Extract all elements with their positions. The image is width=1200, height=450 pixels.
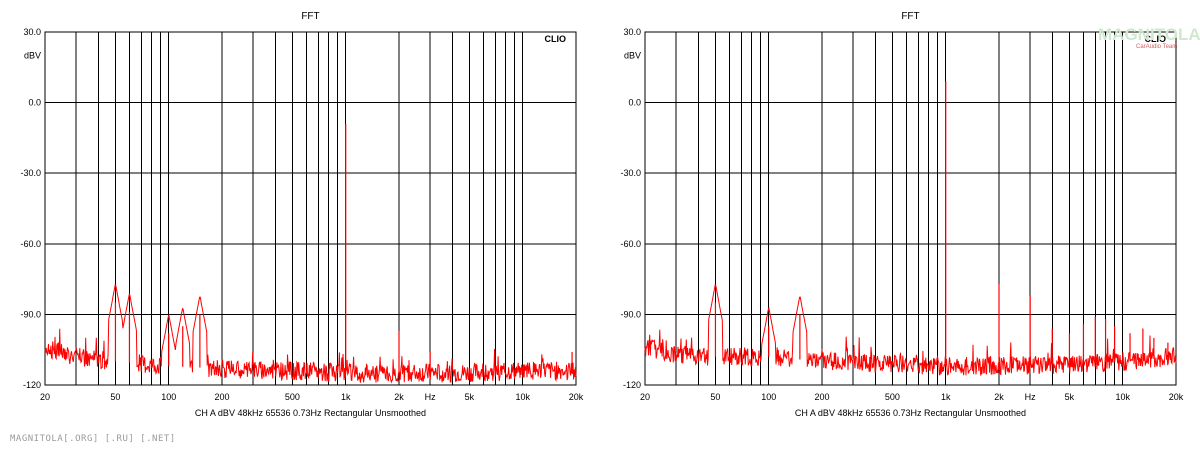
x-tick-label: 20 <box>40 392 50 402</box>
x-tick-label: 50 <box>110 392 120 402</box>
fft-trace <box>644 283 1177 376</box>
y-tick-label: -60.0 <box>20 239 41 249</box>
magnitola-watermark: MAGNITOLA CarAudio Team <box>1098 25 1200 50</box>
x-tick-label: 1k <box>941 392 951 402</box>
y-tick-label: 30.0 <box>23 27 41 37</box>
plot-frame <box>44 31 577 386</box>
x-tick-label: 20k <box>569 392 584 402</box>
chart-footer: CH A dBV 48kHz 65536 0.73Hz Rectangular … <box>795 408 1026 418</box>
y-axis-label: dBV <box>24 51 41 61</box>
clio-brand: CLIO <box>1145 34 1167 44</box>
x-tick-label: 1k <box>341 392 351 402</box>
x-tick-label: 20 <box>640 392 650 402</box>
x-tick-label: 200 <box>214 392 229 402</box>
y-axis-label: dBV <box>624 51 641 61</box>
x-tick-label: 100 <box>761 392 776 402</box>
x-tick-label: 20k <box>1169 392 1184 402</box>
y-tick-label: -60.0 <box>620 239 641 249</box>
x-tick-label: 50 <box>710 392 720 402</box>
x-tick-label: 200 <box>814 392 829 402</box>
x-tick-label: Hz <box>1025 392 1036 402</box>
x-tick-label: 5k <box>465 392 475 402</box>
x-tick-label: 10k <box>1115 392 1130 402</box>
x-tick-label: 500 <box>885 392 900 402</box>
x-tick-label: 2k <box>394 392 404 402</box>
watermark-sub: CarAudio Team <box>1136 44 1177 50</box>
chart-footer: CH A dBV 48kHz 65536 0.73Hz Rectangular … <box>195 408 426 418</box>
chart-title: FFT <box>901 11 919 22</box>
fft-trace <box>44 283 577 384</box>
x-tick-label: 2k <box>994 392 1004 402</box>
x-tick-label: 5k <box>1065 392 1075 402</box>
y-tick-label: -30.0 <box>20 168 41 178</box>
y-tick-label: 0.0 <box>628 98 641 108</box>
fft-chart-right: FFT 30.0 0.0 -30.0 -60.0 -90.0 -120 dBV 20 50 100 2… <box>620 11 1183 418</box>
x-tick-label: 100 <box>161 392 176 402</box>
y-tick-label: -30.0 <box>620 168 641 178</box>
y-tick-label: -90.0 <box>20 309 41 319</box>
y-tick-label: -90.0 <box>620 309 641 319</box>
x-tick-label: 500 <box>285 392 300 402</box>
x-tick-label: 10k <box>515 392 530 402</box>
y-tick-label: -120 <box>623 380 641 390</box>
y-tick-label: 0.0 <box>28 98 41 108</box>
y-tick-label: 30.0 <box>623 27 641 37</box>
fft-chart-left: FFT 30.0 0.0 -30.0 -60.0 -90.0 -120 dBV 20 50 100 2… <box>20 11 583 418</box>
clio-brand: CLIO <box>545 34 567 44</box>
chart-title: FFT <box>301 11 319 22</box>
x-tick-label: Hz <box>425 392 436 402</box>
site-footer: MAGNITOLA[.ORG] [.RU] [.NET] <box>10 434 176 444</box>
y-tick-label: -120 <box>23 380 41 390</box>
watermark-logo: MAGNITOLA <box>1098 25 1200 44</box>
plot-frame <box>644 31 1177 386</box>
